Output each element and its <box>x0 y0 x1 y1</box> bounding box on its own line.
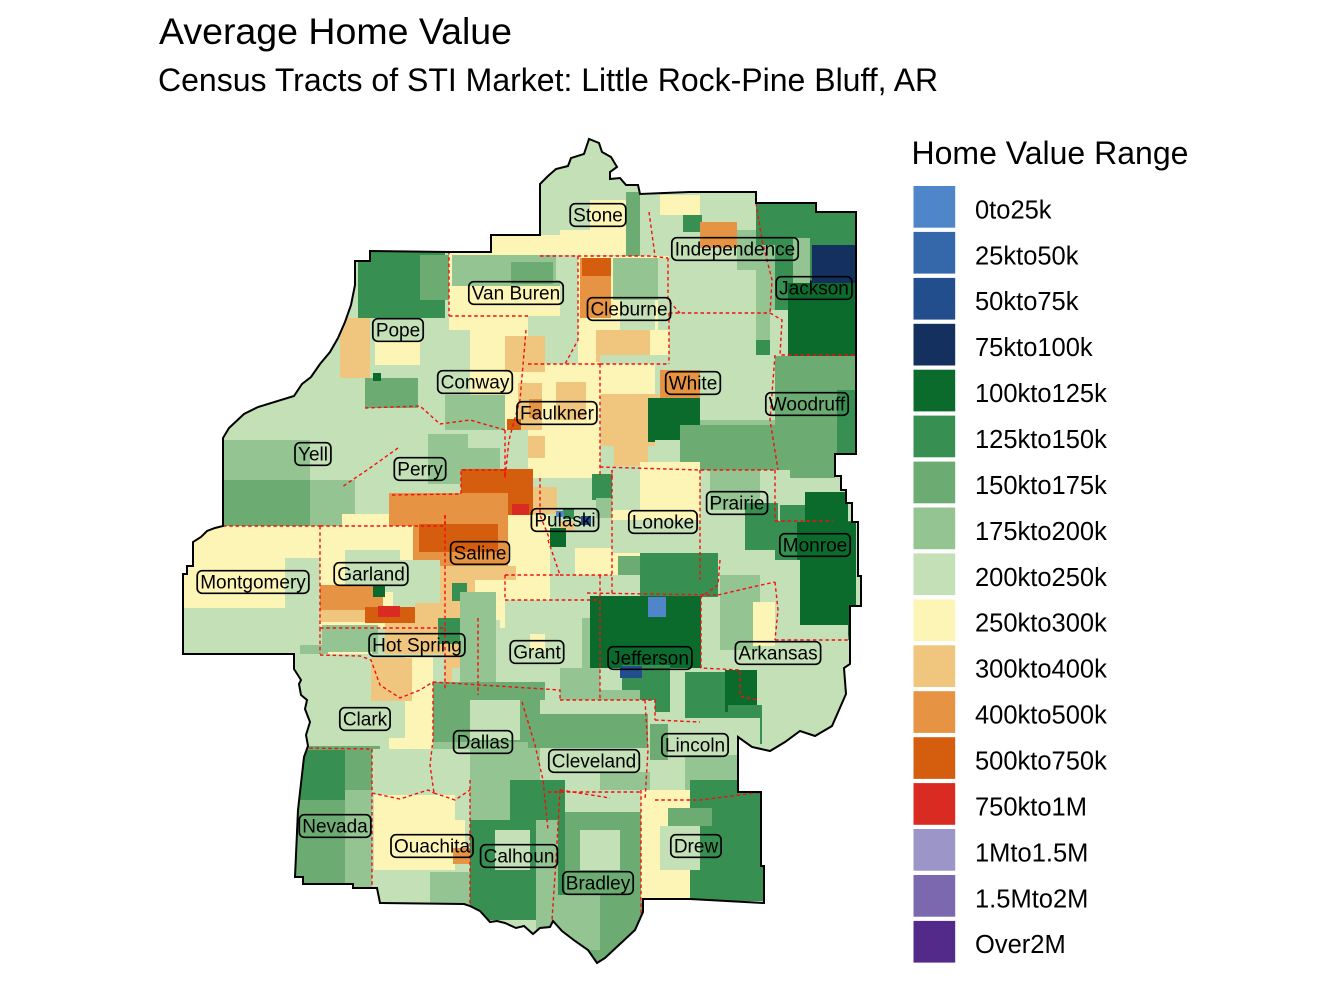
svg-text:Nevada: Nevada <box>302 817 368 838</box>
svg-text:White: White <box>669 374 718 395</box>
svg-text:400kto500k: 400kto500k <box>975 702 1107 730</box>
svg-text:Conway: Conway <box>441 373 510 394</box>
svg-text:50kto75k: 50kto75k <box>975 288 1079 316</box>
svg-text:300kto400k: 300kto400k <box>975 656 1107 684</box>
svg-text:Pope: Pope <box>376 321 420 342</box>
svg-text:Montgomery: Montgomery <box>200 573 306 594</box>
svg-text:Monroe: Monroe <box>783 536 847 557</box>
svg-text:Ouachita: Ouachita <box>394 837 470 858</box>
svg-text:0to25k: 0to25k <box>975 196 1052 224</box>
svg-text:Yell: Yell <box>298 445 328 466</box>
svg-text:Clark: Clark <box>343 710 388 731</box>
svg-text:Grant: Grant <box>513 643 561 664</box>
svg-text:Bradley: Bradley <box>566 874 631 895</box>
svg-text:175kto200k: 175kto200k <box>975 518 1107 546</box>
svg-text:Faulkner: Faulkner <box>520 404 595 425</box>
svg-text:Lonoke: Lonoke <box>632 513 694 534</box>
svg-text:Census Tracts of STI Market: L: Census Tracts of STI Market: Little Rock… <box>158 62 938 98</box>
svg-text:Home Value Range: Home Value Range <box>912 135 1189 171</box>
svg-text:Over2M: Over2M <box>975 931 1066 959</box>
svg-text:Prairie: Prairie <box>710 494 765 515</box>
svg-text:Stone: Stone <box>573 206 623 227</box>
svg-text:Cleveland: Cleveland <box>552 752 637 773</box>
svg-text:1.5Mto2M: 1.5Mto2M <box>975 885 1088 913</box>
svg-text:Lincoln: Lincoln <box>665 736 725 757</box>
svg-text:Garland: Garland <box>337 565 405 586</box>
svg-text:100kto125k: 100kto125k <box>975 380 1107 408</box>
svg-text:Jefferson: Jefferson <box>611 649 689 670</box>
svg-text:25kto50k: 25kto50k <box>975 242 1079 270</box>
svg-text:750kto1M: 750kto1M <box>975 793 1087 821</box>
svg-text:Drew: Drew <box>674 837 719 858</box>
svg-text:Calhoun: Calhoun <box>484 847 555 868</box>
svg-text:1Mto1.5M: 1Mto1.5M <box>975 839 1088 867</box>
svg-text:75kto100k: 75kto100k <box>975 334 1093 362</box>
svg-text:Arkansas: Arkansas <box>738 644 817 665</box>
svg-text:Cleburne: Cleburne <box>590 300 667 321</box>
svg-text:500kto750k: 500kto750k <box>975 748 1107 776</box>
svg-text:200kto250k: 200kto250k <box>975 564 1107 592</box>
svg-text:Pulaski: Pulaski <box>534 511 595 532</box>
svg-text:Perry: Perry <box>397 460 443 481</box>
svg-text:Average Home Value: Average Home Value <box>159 10 512 52</box>
svg-text:Independence: Independence <box>675 240 795 261</box>
svg-text:Woodruff: Woodruff <box>769 395 846 416</box>
svg-text:150kto175k: 150kto175k <box>975 472 1107 500</box>
svg-text:Hot Spring: Hot Spring <box>372 636 462 657</box>
svg-text:125kto150k: 125kto150k <box>975 426 1107 454</box>
svg-text:Saline: Saline <box>454 544 507 565</box>
svg-text:Jackson: Jackson <box>779 279 849 300</box>
svg-text:Dallas: Dallas <box>457 733 510 754</box>
svg-text:250kto300k: 250kto300k <box>975 610 1107 638</box>
svg-text:Van Buren: Van Buren <box>472 284 560 305</box>
